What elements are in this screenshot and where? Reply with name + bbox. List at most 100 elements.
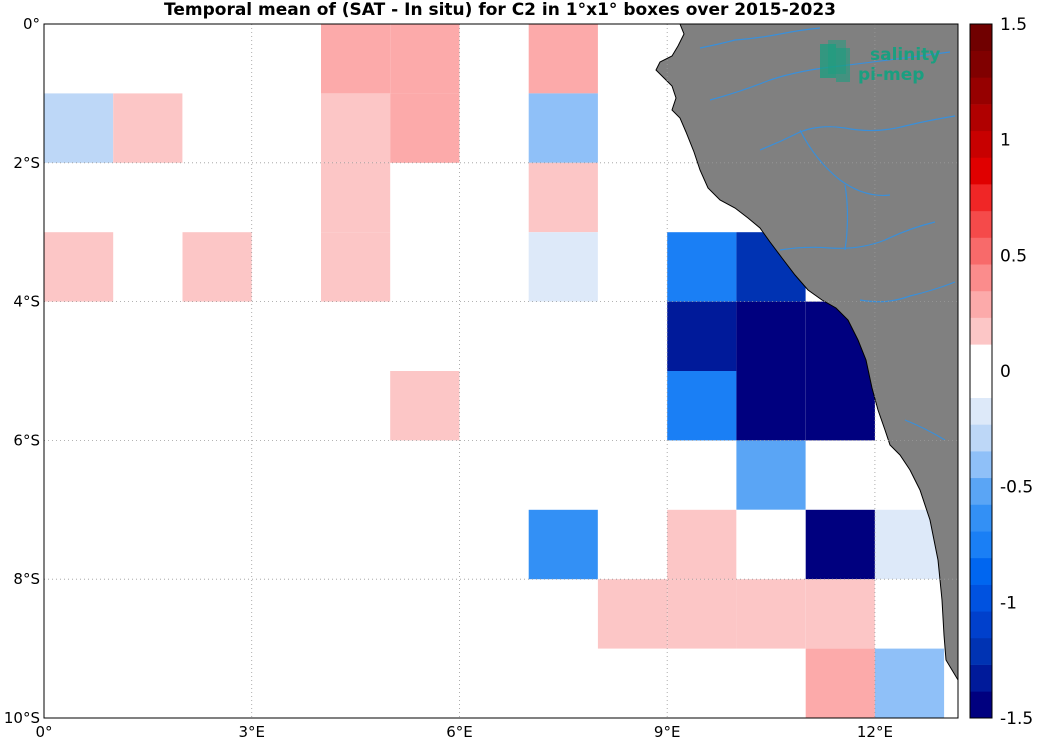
grid-lines xyxy=(44,24,958,718)
y-tick-label: 0° xyxy=(23,15,40,33)
heatmap-cell xyxy=(44,232,114,302)
heatmap-cell xyxy=(528,93,598,163)
axis-tick-labels: 0° 3°E 6°E 9°E 12°E 0° 2°S 4°S 6°S 8°S 10°S xyxy=(4,15,893,740)
colorbar-tick-label: -0.5 xyxy=(1000,478,1033,498)
colorbar-tick-label: 1.5 xyxy=(1000,15,1027,35)
heatmap-cell xyxy=(874,648,945,718)
heatmap-cell xyxy=(182,440,252,510)
colorbar-block xyxy=(970,104,992,132)
colorbar-block xyxy=(970,210,992,238)
colorbar-tick-labels: 1.5 1 0.5 0 -0.5 -1 -1.5 xyxy=(1000,15,1033,729)
heatmap-cell xyxy=(528,301,598,371)
y-tick-label: 10°S xyxy=(4,709,40,727)
colorbar-block xyxy=(970,264,992,292)
y-tick-label: 4°S xyxy=(13,293,40,311)
colorbar-block xyxy=(970,397,992,425)
colorbar-block xyxy=(970,371,992,398)
x-tick-label: 12°E xyxy=(857,723,893,740)
river-network xyxy=(699,27,956,441)
heatmap-cell xyxy=(321,232,391,302)
heatmap-cell xyxy=(113,440,183,510)
colorbar-block xyxy=(970,531,992,559)
heatmap-cell xyxy=(113,301,183,371)
salinity-pi-mep-logo: salinity pi-mep xyxy=(820,40,950,88)
colorbar-block xyxy=(970,317,992,345)
colorbar-block xyxy=(970,637,992,665)
heatmap-cell xyxy=(805,509,875,580)
colorbar-block xyxy=(970,184,992,212)
map-title: Temporal mean of (SAT - In situ) for C2 … xyxy=(164,0,836,20)
heatmap-cell xyxy=(805,371,875,441)
colorbar-block xyxy=(970,664,992,692)
logo-line1: salinity xyxy=(870,45,940,65)
colorbar-block xyxy=(970,557,992,585)
heatmap-cell xyxy=(667,371,737,441)
x-tick-label: 0° xyxy=(35,723,52,740)
heatmap-cell xyxy=(667,232,737,302)
heatmap-cell xyxy=(321,440,391,510)
colorbar-block xyxy=(970,611,992,639)
heatmap-cell xyxy=(667,579,737,649)
colorbar-block xyxy=(970,451,992,479)
heatmap-cell xyxy=(321,162,391,233)
heatmap-cell xyxy=(597,232,668,302)
heatmap-cell xyxy=(597,509,668,580)
colorbar-block xyxy=(970,691,992,719)
heatmap-cell xyxy=(597,579,668,649)
heatmap-cell xyxy=(459,24,529,94)
logo-line2: pi-mep xyxy=(858,65,924,85)
colorbar-block xyxy=(970,504,992,532)
heatmap-cell xyxy=(805,648,875,718)
colorbar-block xyxy=(970,424,992,452)
heatmap-cell xyxy=(390,93,460,163)
heatmap-cell xyxy=(528,232,598,302)
y-tick-label: 8°S xyxy=(13,570,40,588)
heatmap-cell xyxy=(736,509,806,580)
heatmap-cell xyxy=(736,579,806,649)
colorbar-blocks xyxy=(969,23,993,719)
colorbar-block xyxy=(970,344,992,372)
colorbar-tick-label: 0.5 xyxy=(1000,246,1027,266)
colorbar-tick-label: 0 xyxy=(1000,362,1011,382)
heatmap-cell xyxy=(528,509,598,580)
heatmap-cell xyxy=(736,440,806,510)
land-mass xyxy=(655,23,959,682)
heatmap-cell xyxy=(182,24,252,94)
heatmap-cell xyxy=(667,301,737,371)
heatmap-cell xyxy=(390,24,460,94)
map-frame xyxy=(43,23,959,719)
x-tick-label: 9°E xyxy=(654,723,681,740)
heatmap-cells-layer xyxy=(44,24,945,718)
x-tick-label: 6°E xyxy=(446,723,473,740)
heatmap-cell xyxy=(44,93,114,163)
colorbar-tick-label: -1.5 xyxy=(1000,709,1033,729)
colorbar-block xyxy=(970,50,992,78)
x-tick-label: 3°E xyxy=(238,723,265,740)
colorbar-block xyxy=(970,584,992,612)
colorbar-block xyxy=(970,24,992,51)
colorbar-frame xyxy=(969,23,993,719)
heatmap-cell xyxy=(321,93,391,163)
heatmap-cell xyxy=(528,162,598,233)
colorbar-block xyxy=(970,477,992,505)
colorbar-block xyxy=(970,237,992,265)
heatmap-cell xyxy=(736,371,806,441)
heatmap-cell xyxy=(667,509,737,580)
colorbar-block xyxy=(970,77,992,105)
heatmap-cell xyxy=(736,301,806,371)
heatmap-cell xyxy=(182,232,252,302)
heatmap-cell xyxy=(44,579,114,649)
heatmap-cell xyxy=(251,509,321,580)
colorbar-block xyxy=(970,290,992,318)
heatmap-cell xyxy=(113,93,183,163)
colorbar-block xyxy=(970,157,992,185)
colorbar-tick-label: 1 xyxy=(1000,131,1011,151)
y-tick-label: 2°S xyxy=(13,154,40,172)
heatmap-cell xyxy=(390,371,460,441)
colorbar-tick-label: -1 xyxy=(1000,593,1017,613)
heatmap-cell xyxy=(528,24,598,94)
heatmap-cell xyxy=(321,24,391,94)
heatmap-cell xyxy=(459,232,529,302)
